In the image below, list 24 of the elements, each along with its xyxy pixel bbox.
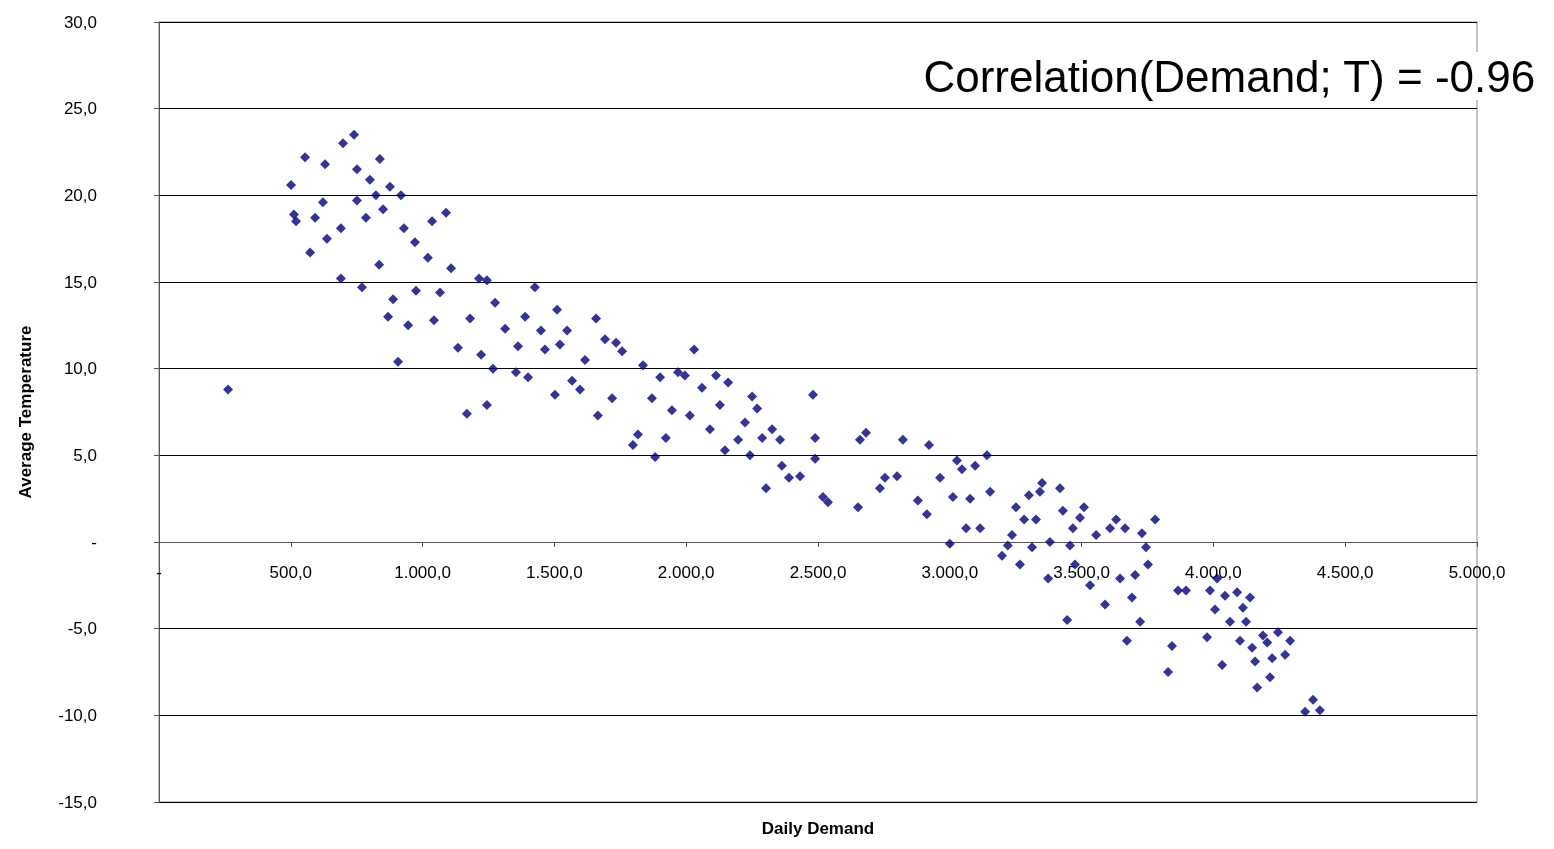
x-tick-label: 1.000,0 — [394, 563, 451, 582]
x-tick-label: 3.000,0 — [921, 563, 979, 582]
y-tick-label: 5,0 — [73, 445, 97, 465]
x-tick-label: 1.500,0 — [526, 563, 583, 582]
x-tick-label: 4.000,0 — [1185, 563, 1242, 582]
y-tick-label: -10,0 — [58, 705, 97, 725]
x-tick-label: 500,0 — [269, 563, 313, 582]
y-tick-label: 25,0 — [63, 99, 97, 119]
x-tick-label: 4.500,0 — [1316, 563, 1374, 582]
y-tick-label: 15,0 — [63, 272, 97, 292]
y-tick-label: - — [91, 532, 97, 552]
annotation: Correlation(Demand; T) = -0.96 — [923, 51, 1536, 101]
x-tick-label: 2.000,0 — [657, 563, 715, 582]
y-tick-label: 30,0 — [63, 12, 97, 32]
x-tick-label: 3.500,0 — [1053, 563, 1110, 582]
y-axis-title: Average Temperature — [16, 325, 35, 499]
y-tick-label: -5,0 — [67, 619, 97, 639]
x-tick-label: 5.000,0 — [1448, 563, 1506, 582]
y-tick-label: 20,0 — [63, 185, 97, 205]
x-axis-title: Daily Demand — [761, 819, 875, 838]
y-tick-label: -15,0 — [58, 792, 97, 812]
x-tick-label: - — [156, 563, 162, 582]
x-tick-label: 2.500,0 — [789, 563, 847, 582]
y-tick-label: 10,0 — [63, 359, 97, 379]
